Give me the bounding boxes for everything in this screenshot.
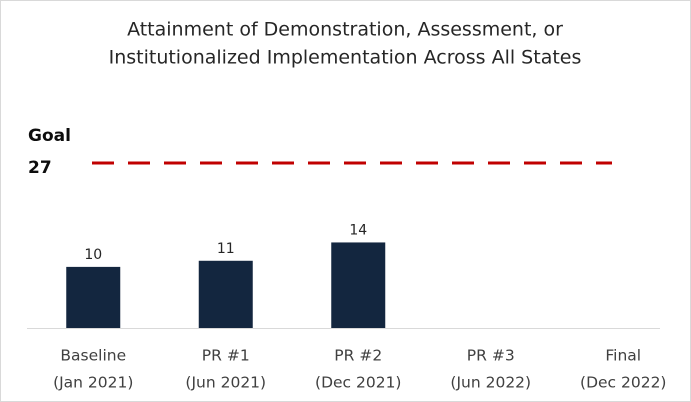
- x-tick-label: PR #2: [334, 347, 382, 365]
- value-label: 14: [349, 222, 367, 238]
- x-tick-label: (Dec 2021): [315, 374, 401, 392]
- x-tick-label: (Jun 2021): [185, 374, 266, 392]
- bar: [198, 260, 253, 328]
- goal-value: 27: [28, 158, 52, 178]
- x-tick-label: PR #1: [202, 347, 250, 365]
- value-label: 11: [217, 241, 235, 257]
- chart-title: Institutionalized Implementation Across …: [109, 47, 582, 69]
- x-tick-label: (Dec 2022): [580, 374, 666, 392]
- chart-title: Attainment of Demonstration, Assessment,…: [127, 19, 563, 41]
- goal-label: Goal: [28, 126, 71, 146]
- value-label: 10: [84, 247, 102, 263]
- x-tick-label: Final: [605, 347, 641, 365]
- x-tick-label: (Jun 2022): [450, 374, 531, 392]
- bar: [66, 266, 121, 328]
- x-tick-label: PR #3: [467, 347, 515, 365]
- x-tick-label: Baseline: [60, 347, 126, 365]
- bar: [331, 242, 386, 328]
- x-tick-label: (Jan 2021): [53, 374, 133, 392]
